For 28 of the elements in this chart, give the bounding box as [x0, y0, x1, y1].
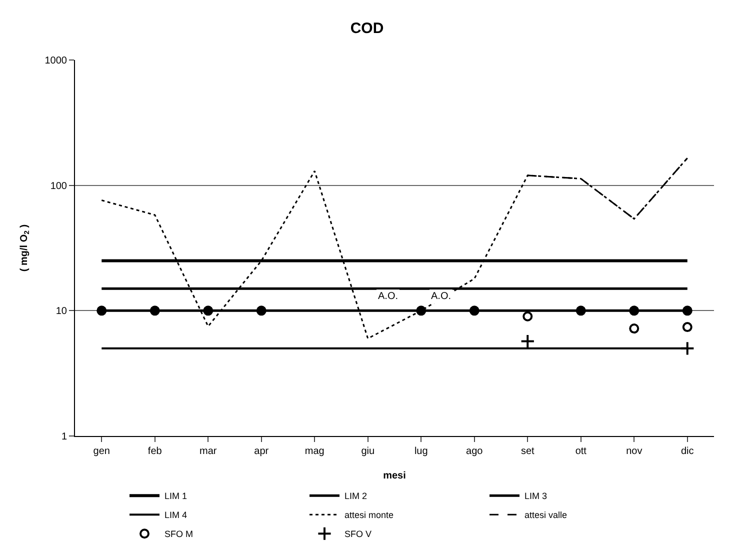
x-tick-label: gen — [93, 446, 110, 457]
legend-label: LIM 1 — [164, 491, 188, 502]
annotation: A.O. — [378, 291, 398, 302]
x-axis-title: mesi — [383, 470, 406, 482]
x-tick-label: giu — [361, 446, 375, 457]
x-tick-label: feb — [148, 446, 162, 457]
legend-label: LIM 4 — [164, 510, 188, 520]
x-tick-label: nov — [626, 446, 642, 457]
legend-label: LIM 3 — [524, 491, 548, 502]
y-tick-label: 100 — [50, 180, 68, 192]
x-tick-label: mag — [304, 446, 324, 457]
legend-label: attesi valle — [524, 510, 568, 520]
legend-label: LIM 2 — [344, 491, 368, 502]
y-tick-label: 10 — [56, 306, 68, 318]
x-tick-label: lug — [414, 446, 428, 457]
x-tick-label: ago — [466, 446, 484, 457]
legend-label: SFO M — [164, 529, 193, 540]
x-tick-label: mar — [200, 446, 218, 457]
x-tick-label: dic — [680, 446, 694, 457]
y-tick-label: 1 — [61, 432, 68, 442]
legend-label: SFO V — [344, 529, 372, 540]
x-tick-label: ott — [575, 446, 587, 457]
x-tick-label: set — [520, 446, 535, 457]
x-tick-label: apr — [254, 446, 270, 457]
annotation: A.O. — [431, 291, 452, 302]
chart-title: COD — [350, 20, 384, 37]
legend-label: attesi monte — [344, 510, 394, 520]
y-tick-label: 1000 — [44, 56, 68, 66]
